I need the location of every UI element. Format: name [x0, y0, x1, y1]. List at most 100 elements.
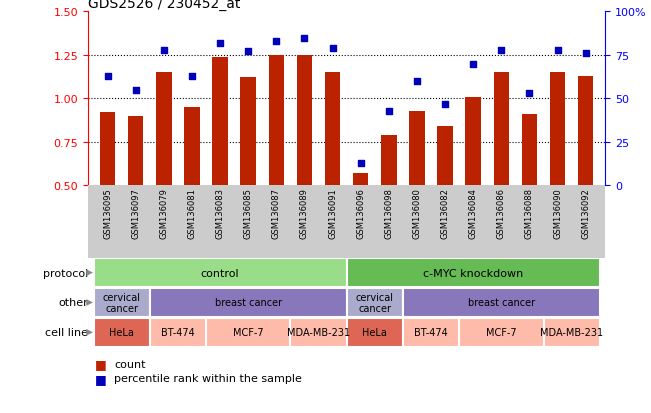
Text: breast cancer: breast cancer — [215, 298, 282, 308]
Text: GSM136080: GSM136080 — [413, 188, 421, 239]
Text: cervical
cancer: cervical cancer — [356, 292, 394, 313]
Bar — [403, 186, 431, 258]
Point — [130, 87, 141, 94]
Bar — [403, 318, 459, 347]
Text: GSM136097: GSM136097 — [132, 188, 140, 239]
Point — [159, 47, 169, 54]
Text: GSM136095: GSM136095 — [103, 188, 112, 239]
Bar — [325, 73, 340, 186]
Bar — [572, 186, 600, 258]
Bar — [290, 186, 318, 258]
Text: ■: ■ — [94, 357, 106, 370]
Bar — [516, 186, 544, 258]
Text: GSM136089: GSM136089 — [300, 188, 309, 239]
Bar — [150, 186, 178, 258]
Bar — [94, 288, 150, 317]
Point — [383, 108, 394, 114]
Point — [581, 51, 591, 57]
Text: GSM136079: GSM136079 — [159, 188, 169, 239]
Bar — [240, 78, 256, 186]
Bar — [150, 318, 206, 347]
Text: GSM136084: GSM136084 — [469, 188, 478, 239]
Bar — [544, 186, 572, 258]
Point — [215, 40, 225, 47]
Bar — [578, 76, 594, 186]
Bar — [347, 186, 375, 258]
Point — [496, 47, 506, 54]
Bar — [156, 73, 172, 186]
Bar — [381, 135, 396, 186]
Bar — [212, 57, 228, 186]
Text: percentile rank within the sample: percentile rank within the sample — [114, 373, 302, 383]
Bar — [437, 127, 453, 186]
Bar — [353, 174, 368, 186]
Text: GSM136088: GSM136088 — [525, 188, 534, 239]
Bar — [94, 186, 122, 258]
Text: GSM136092: GSM136092 — [581, 188, 590, 239]
Bar — [403, 288, 600, 317]
Point — [440, 101, 450, 108]
Bar — [521, 115, 537, 186]
Bar — [544, 318, 600, 347]
Bar — [488, 186, 516, 258]
Point — [553, 47, 563, 54]
Text: GSM136085: GSM136085 — [243, 188, 253, 239]
Point — [327, 45, 338, 52]
Text: count: count — [114, 359, 145, 369]
Bar — [493, 73, 509, 186]
Bar — [100, 113, 115, 186]
Bar — [269, 56, 284, 186]
Bar — [206, 318, 290, 347]
Point — [468, 61, 478, 68]
Text: BT-474: BT-474 — [161, 328, 195, 337]
Bar — [206, 186, 234, 258]
Text: GDS2526 / 230452_at: GDS2526 / 230452_at — [88, 0, 240, 12]
Text: c-MYC knockdown: c-MYC knockdown — [423, 268, 523, 278]
Text: MCF-7: MCF-7 — [233, 328, 264, 337]
Text: GSM136098: GSM136098 — [384, 188, 393, 239]
Text: GSM136083: GSM136083 — [215, 188, 225, 239]
Bar — [409, 111, 424, 186]
Text: BT-474: BT-474 — [414, 328, 448, 337]
Bar — [347, 259, 600, 287]
Bar — [94, 318, 150, 347]
Bar — [178, 186, 206, 258]
Text: protocol: protocol — [43, 268, 89, 278]
Bar — [262, 186, 290, 258]
Bar — [290, 318, 347, 347]
Point — [243, 49, 253, 56]
Text: breast cancer: breast cancer — [468, 298, 535, 308]
Text: GSM136090: GSM136090 — [553, 188, 562, 239]
Point — [524, 90, 534, 97]
Bar — [184, 108, 200, 186]
Text: MDA-MB-231: MDA-MB-231 — [287, 328, 350, 337]
Point — [187, 73, 197, 80]
Bar — [465, 97, 481, 186]
Text: cell line: cell line — [46, 328, 89, 337]
Text: HeLa: HeLa — [109, 328, 134, 337]
Point — [412, 78, 422, 85]
Text: HeLa: HeLa — [363, 328, 387, 337]
Bar — [94, 259, 347, 287]
Text: GSM136081: GSM136081 — [187, 188, 197, 239]
Text: GSM136087: GSM136087 — [272, 188, 281, 239]
Bar — [459, 318, 544, 347]
Text: MCF-7: MCF-7 — [486, 328, 517, 337]
Bar — [375, 186, 403, 258]
Point — [102, 73, 113, 80]
Bar — [550, 73, 565, 186]
Bar — [431, 186, 459, 258]
Point — [355, 160, 366, 166]
Text: other: other — [59, 298, 89, 308]
Text: GSM136086: GSM136086 — [497, 188, 506, 239]
Point — [299, 35, 310, 42]
Text: cervical
cancer: cervical cancer — [103, 292, 141, 313]
Text: GSM136096: GSM136096 — [356, 188, 365, 239]
Bar — [122, 186, 150, 258]
Bar — [150, 288, 347, 317]
Bar — [347, 288, 403, 317]
Text: ■: ■ — [94, 372, 106, 385]
Text: GSM136082: GSM136082 — [441, 188, 450, 239]
Text: MDA-MB-231: MDA-MB-231 — [540, 328, 603, 337]
Text: GSM136091: GSM136091 — [328, 188, 337, 239]
